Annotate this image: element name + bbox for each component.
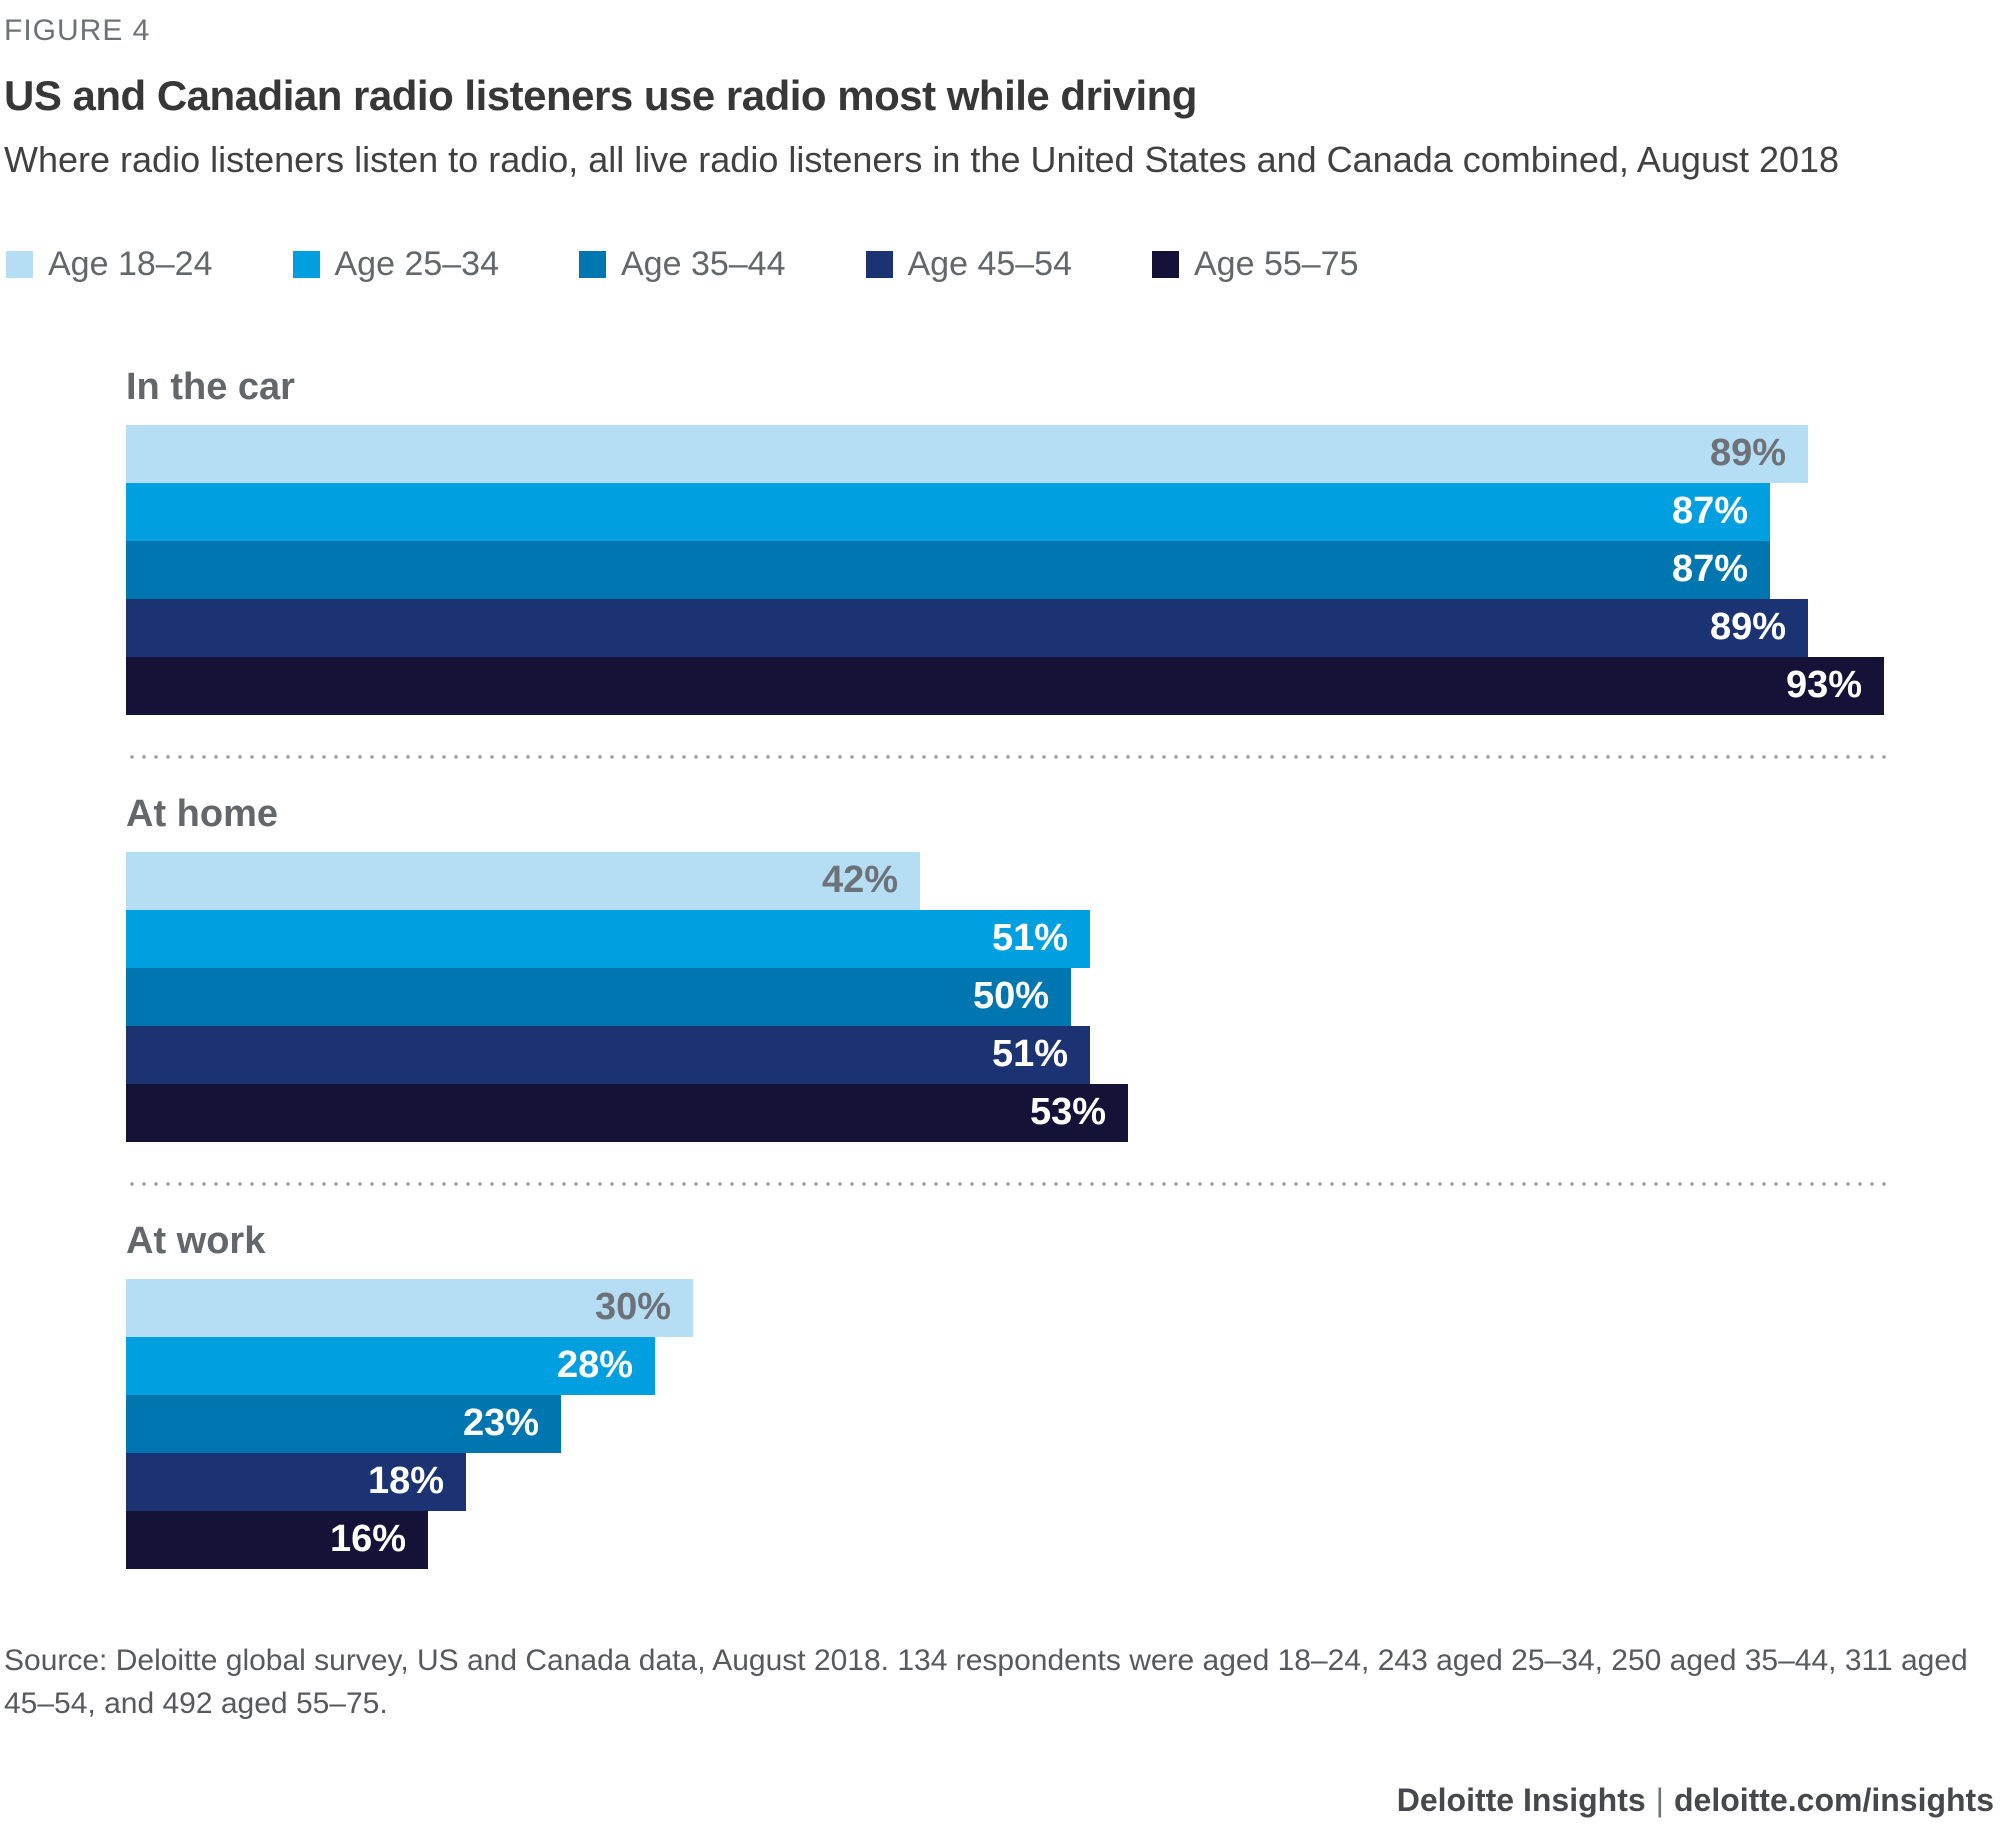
bar-row: 51%: [126, 1025, 2000, 1084]
bar-row: 89%: [126, 424, 2000, 483]
legend: Age 18–24 Age 25–34 Age 35–44 Age 45–54 Age …: [6, 245, 2000, 284]
legend-swatch: [579, 250, 606, 278]
bar-value-label: 51%: [991, 1033, 1068, 1076]
legend-item: Age 18–24: [6, 245, 213, 284]
bar: 53%: [126, 1083, 1128, 1142]
pipe-separator: |: [1655, 1782, 1664, 1818]
bar: 18%: [126, 1452, 466, 1511]
bar-row: 87%: [126, 482, 2000, 541]
group-separator: [126, 754, 1888, 759]
figure-subtitle: Where radio listeners listen to radio, a…: [4, 139, 1840, 180]
group-label: At work: [126, 1219, 266, 1262]
bar-value-label: 18%: [367, 1460, 444, 1503]
bar-row: 16%: [126, 1510, 2000, 1569]
bar-value-label: 89%: [1709, 606, 1786, 649]
bar-row: 87%: [126, 540, 2000, 599]
legend-swatch: [865, 250, 893, 278]
bar-row: 23%: [126, 1394, 2000, 1453]
bar-value-label: 28%: [556, 1344, 633, 1387]
bar: 51%: [126, 1025, 1090, 1084]
brand-name: Deloitte Insights: [1396, 1782, 1646, 1818]
legend-swatch: [6, 250, 33, 278]
bar: 50%: [126, 967, 1071, 1026]
legend-item: Age 45–54: [865, 244, 1073, 284]
legend-label: Age 18–24: [48, 244, 213, 283]
bar: 89%: [126, 598, 1808, 657]
legend-item: Age 25–34: [292, 244, 500, 284]
legend-label: Age 55–75: [1194, 244, 1359, 283]
legend-swatch: [1152, 250, 1179, 278]
group-label: At home: [126, 792, 278, 835]
brand-footer: Deloitte Insights | deloitte.com/insights: [1397, 1782, 1994, 1819]
group-separator: [126, 1181, 1888, 1186]
legend-item: Age 55–75: [1152, 245, 1359, 284]
bar-value-label: 50%: [972, 975, 1049, 1018]
legend-item: Age 35–44: [579, 245, 786, 284]
bar-value-label: 23%: [462, 1402, 539, 1445]
bar-value-label: 93%: [1785, 664, 1862, 707]
legend-label: Age 25–34: [334, 244, 500, 283]
bar: 93%: [126, 656, 1884, 715]
bar: 28%: [126, 1336, 655, 1395]
chart-group: At work 30% 28% 23% 18% 16%: [4, 1220, 2000, 1569]
bar-value-label: 87%: [1671, 548, 1748, 591]
bar: 23%: [126, 1394, 561, 1453]
bar-row: 51%: [126, 909, 2000, 968]
bar-value-label: 30%: [594, 1286, 671, 1329]
bar: 30%: [126, 1278, 693, 1337]
bar: 87%: [126, 540, 1770, 599]
figure-title: US and Canadian radio listeners use radi…: [4, 72, 1197, 119]
bar-value-label: 42%: [821, 859, 898, 902]
bar-value-label: 87%: [1671, 490, 1748, 533]
bar: 89%: [126, 424, 1808, 483]
legend-label: Age 35–44: [621, 244, 786, 283]
group-label: In the car: [126, 365, 295, 408]
chart-group: At home 42% 51% 50% 51% 53%: [4, 793, 2000, 1142]
bar: 87%: [126, 482, 1770, 541]
bar: 42%: [126, 851, 920, 910]
bar-value-label: 53%: [1029, 1091, 1106, 1134]
bar-chart: In the car 89% 87% 87% 89% 93% At home 42% 51% 50…: [4, 366, 2000, 1569]
bar-row: 30%: [126, 1278, 2000, 1337]
bar-row: 50%: [126, 967, 2000, 1026]
brand-site: deloitte.com/insights: [1673, 1782, 1994, 1818]
legend-swatch: [292, 250, 320, 278]
bar-row: 42%: [126, 851, 2000, 910]
bar-row: 53%: [126, 1083, 2000, 1142]
bar: 16%: [126, 1510, 428, 1569]
bar-row: 89%: [126, 598, 2000, 657]
bar: 51%: [126, 909, 1090, 968]
source-note: Source: Deloitte global survey, US and C…: [4, 1643, 1968, 1721]
bar-value-label: 89%: [1709, 432, 1786, 475]
figure-label: FIGURE 4: [4, 14, 151, 47]
chart-group: In the car 89% 87% 87% 89% 93%: [4, 366, 2000, 715]
bar-row: 18%: [126, 1452, 2000, 1511]
bar-row: 93%: [126, 656, 2000, 715]
bar-value-label: 16%: [329, 1518, 406, 1561]
bar-value-label: 51%: [991, 917, 1068, 960]
legend-label: Age 45–54: [907, 244, 1073, 283]
bar-row: 28%: [126, 1336, 2000, 1395]
